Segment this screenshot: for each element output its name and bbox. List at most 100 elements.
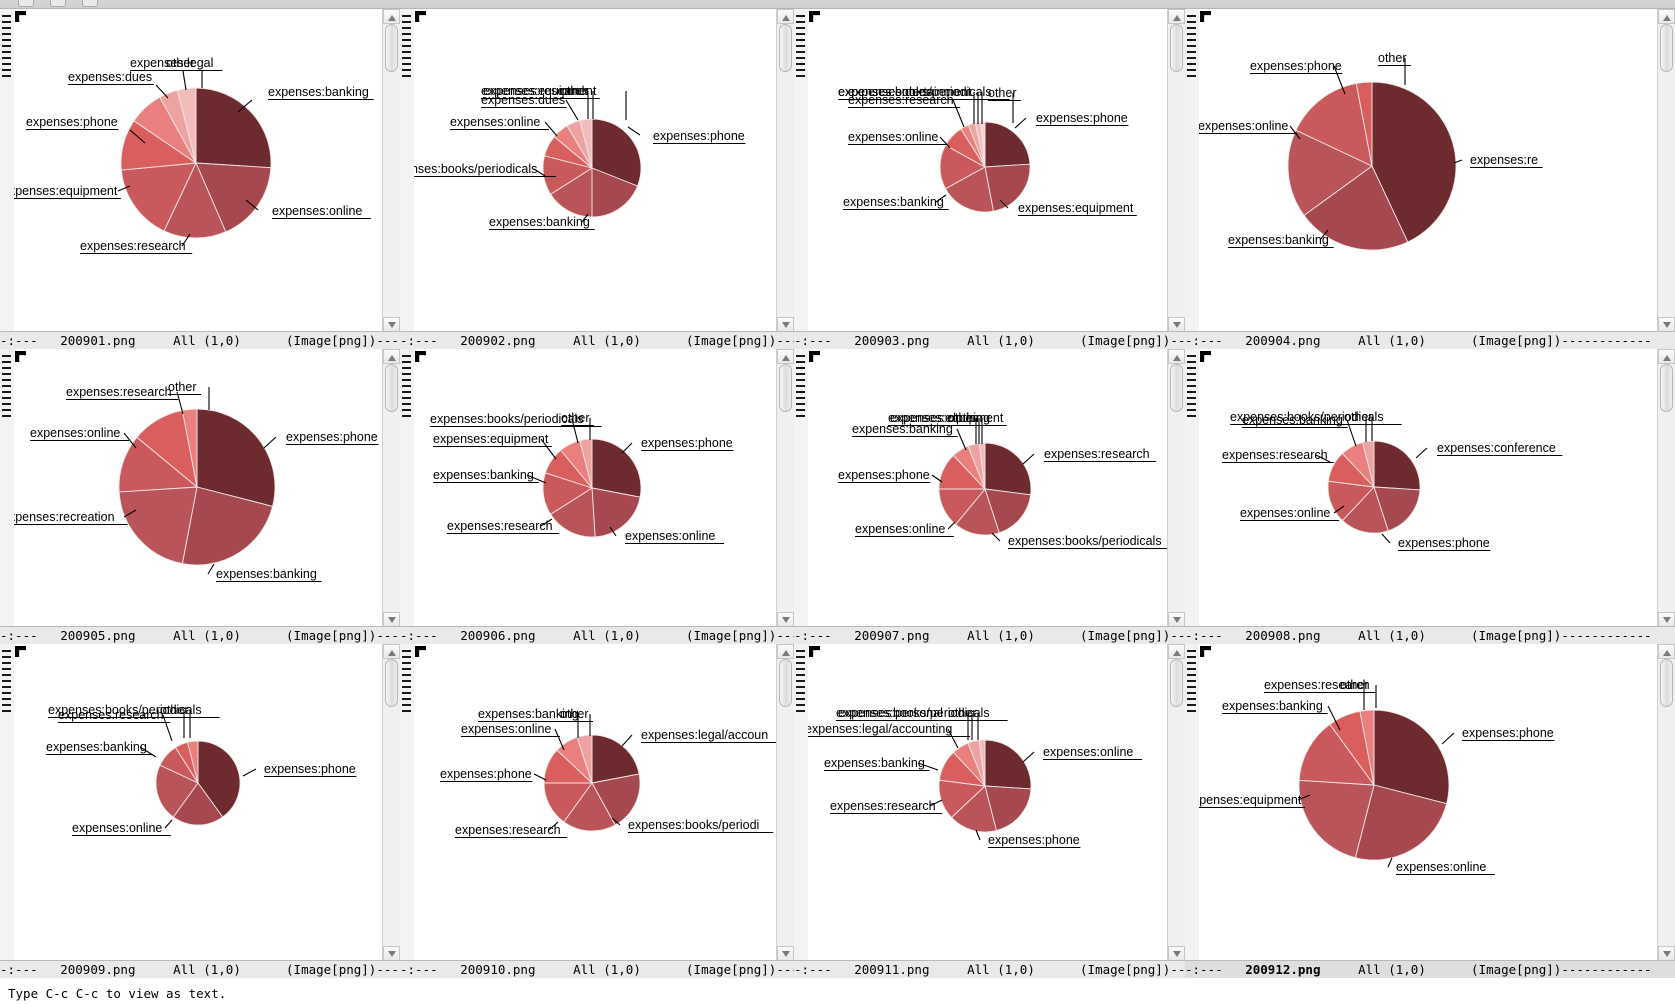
scroll-down-button[interactable]	[777, 317, 794, 332]
pie-slice-label: expenses:online	[855, 522, 945, 536]
new-file-icon[interactable]	[18, 0, 34, 7]
truncation-dash-icon	[1187, 662, 1196, 664]
pie-slice-label: other	[166, 56, 195, 70]
image-buffer[interactable]: expenses:online expenses:phone expenses:re…	[794, 644, 1185, 961]
scroll-down-button[interactable]	[1168, 946, 1185, 961]
image-buffer[interactable]: expenses:banking expenses:online expenses:…	[0, 9, 400, 332]
scroll-down-button[interactable]	[1168, 317, 1185, 332]
vertical-scrollbar[interactable]	[1657, 9, 1675, 332]
image-buffer[interactable]: expenses:phone expenses:equipment expenses…	[794, 9, 1185, 332]
mode-line[interactable]: -:--- 200909.png All (1,0) (Image[png])-…	[0, 960, 400, 978]
image-buffer[interactable]: expenses:phone expenses:banking expenses:r…	[0, 349, 400, 627]
image-buffer[interactable]: expenses:legal/accoun expenses:books/peri…	[400, 644, 794, 961]
mode-line[interactable]: -:--- 200903.png All (1,0) (Image[png])-…	[794, 331, 1185, 349]
image-buffer[interactable]: expenses:conference expenses:phone expense…	[1185, 349, 1675, 627]
scroll-down-button[interactable]	[383, 317, 400, 332]
scroll-down-button[interactable]	[383, 612, 400, 627]
emacs-window[interactable]: expenses:phone expenses:banking expenses:r…	[0, 349, 400, 644]
scrollbar-thumb[interactable]	[1170, 24, 1183, 72]
scrollbar-thumb[interactable]	[385, 659, 398, 707]
image-buffer[interactable]: expenses:phone expenses:online expenses:re…	[400, 349, 794, 627]
open-file-icon[interactable]	[50, 0, 66, 7]
label-leader-line	[182, 70, 187, 91]
scrollbar-thumb[interactable]	[385, 364, 398, 412]
mode-line-buffer-name: 200907.png	[854, 628, 930, 643]
scroll-down-button[interactable]	[1168, 612, 1185, 627]
vertical-scrollbar[interactable]	[1167, 644, 1185, 961]
emacs-window[interactable]: expenses:re expenses:banking expenses:onli…	[1185, 9, 1675, 349]
emacs-window[interactable]: expenses:legal/accoun expenses:books/peri…	[400, 644, 794, 978]
mode-line[interactable]: -:--- 200902.png All (1,0) (Image[png])-…	[400, 331, 794, 349]
mode-line-buffer-name: 200911.png	[854, 962, 930, 977]
vertical-scrollbar[interactable]	[1167, 9, 1185, 332]
scroll-up-button[interactable]	[1168, 644, 1185, 659]
scrollbar-thumb[interactable]	[1660, 659, 1673, 707]
emacs-window[interactable]: expenses:phone expenses:online expenses:eq…	[1185, 644, 1675, 978]
emacs-window[interactable]: expenses:phone expenses:online expenses:ba…	[0, 644, 400, 978]
scroll-up-button[interactable]	[383, 349, 400, 364]
scroll-up-button[interactable]	[1658, 9, 1675, 24]
vertical-scrollbar[interactable]	[776, 644, 794, 961]
mode-line[interactable]: -:--- 200907.png All (1,0) (Image[png])-…	[794, 626, 1185, 644]
scroll-up-button[interactable]	[1168, 349, 1185, 364]
scroll-down-button[interactable]	[777, 612, 794, 627]
vertical-scrollbar[interactable]	[776, 9, 794, 332]
mode-line[interactable]: -:--- 200904.png All (1,0) (Image[png])-…	[1185, 331, 1675, 349]
emacs-window[interactable]: expenses:phone expenses:equipment expenses…	[794, 9, 1185, 349]
emacs-window[interactable]: expenses:phone expenses:banking enses:book…	[400, 9, 794, 349]
scrollbar-thumb[interactable]	[385, 24, 398, 72]
scroll-up-button[interactable]	[777, 349, 794, 364]
mode-line[interactable]: -:--- 200910.png All (1,0) (Image[png])-…	[400, 960, 794, 978]
vertical-scrollbar[interactable]	[382, 9, 400, 332]
vertical-scrollbar[interactable]	[1657, 644, 1675, 961]
mode-line[interactable]: -:--- 200906.png All (1,0) (Image[png])-…	[400, 626, 794, 644]
mode-line-prefix: -:---	[794, 628, 832, 643]
mode-line[interactable]: -:--- 200901.png All (1,0) (Image[png])-…	[0, 331, 400, 349]
image-buffer[interactable]: expenses:phone expenses:banking enses:book…	[400, 9, 794, 332]
image-buffer[interactable]: expenses:re expenses:banking expenses:onli…	[1185, 9, 1675, 332]
scrollbar-thumb[interactable]	[779, 24, 792, 72]
scrollbar-thumb[interactable]	[1170, 364, 1183, 412]
truncation-dash-icon	[1187, 650, 1196, 652]
scrollbar-thumb[interactable]	[1170, 659, 1183, 707]
scroll-up-button[interactable]	[1658, 644, 1675, 659]
scrollbar-thumb[interactable]	[1660, 364, 1673, 412]
scrollbar-thumb[interactable]	[1660, 24, 1673, 72]
emacs-toolbar[interactable]	[0, 0, 1675, 9]
scroll-down-button[interactable]	[1658, 946, 1675, 961]
scrollbar-thumb[interactable]	[779, 364, 792, 412]
emacs-window[interactable]: expenses:research expenses:books/periodic…	[794, 349, 1185, 644]
emacs-window[interactable]: expenses:phone expenses:online expenses:re…	[400, 349, 794, 644]
image-buffer[interactable]: expenses:research expenses:books/periodic…	[794, 349, 1185, 627]
scroll-down-button[interactable]	[383, 946, 400, 961]
mode-line[interactable]: -:--- 200905.png All (1,0) (Image[png])-…	[0, 626, 400, 644]
vertical-scrollbar[interactable]	[382, 349, 400, 627]
image-buffer[interactable]: expenses:phone expenses:online expenses:eq…	[1185, 644, 1675, 961]
mode-line-major-mode: (Image[png])	[1471, 333, 1562, 348]
scroll-down-button[interactable]	[777, 946, 794, 961]
scroll-up-button[interactable]	[383, 9, 400, 24]
save-icon[interactable]	[82, 0, 98, 7]
emacs-window[interactable]: expenses:banking expenses:online expenses:…	[0, 9, 400, 349]
mode-line[interactable]: -:--- 200912.png All (1,0) (Image[png])-…	[1185, 960, 1675, 978]
mode-line[interactable]: -:--- 200911.png All (1,0) (Image[png])-…	[794, 960, 1185, 978]
scroll-down-button[interactable]	[1658, 317, 1675, 332]
emacs-window[interactable]: expenses:online expenses:phone expenses:re…	[794, 644, 1185, 978]
vertical-scrollbar[interactable]	[1167, 349, 1185, 627]
scroll-up-button[interactable]	[1658, 349, 1675, 364]
scroll-up-button[interactable]	[1168, 9, 1185, 24]
scroll-up-button[interactable]	[383, 644, 400, 659]
vertical-scrollbar[interactable]	[776, 349, 794, 627]
mode-line-filler: ------------	[1170, 333, 1185, 348]
pie-slice-label: expenses:banking	[824, 756, 925, 770]
chevron-down-icon	[1173, 617, 1181, 623]
scrollbar-thumb[interactable]	[779, 659, 792, 707]
vertical-scrollbar[interactable]	[1657, 349, 1675, 627]
image-buffer[interactable]: expenses:phone expenses:online expenses:ba…	[0, 644, 400, 961]
emacs-window[interactable]: expenses:conference expenses:phone expense…	[1185, 349, 1675, 644]
scroll-down-button[interactable]	[1658, 612, 1675, 627]
mode-line[interactable]: -:--- 200908.png All (1,0) (Image[png])-…	[1185, 626, 1675, 644]
scroll-up-button[interactable]	[777, 9, 794, 24]
scroll-up-button[interactable]	[777, 644, 794, 659]
vertical-scrollbar[interactable]	[382, 644, 400, 961]
